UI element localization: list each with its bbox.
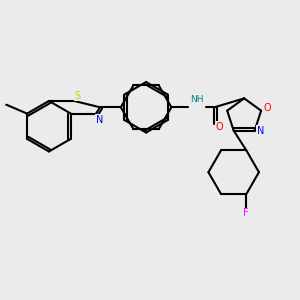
Text: O: O bbox=[215, 122, 223, 132]
Text: NH: NH bbox=[190, 95, 203, 104]
Text: F: F bbox=[244, 208, 249, 218]
Text: O: O bbox=[263, 103, 271, 113]
Text: S: S bbox=[75, 91, 81, 100]
Text: N: N bbox=[96, 115, 103, 124]
Text: N: N bbox=[257, 126, 264, 136]
